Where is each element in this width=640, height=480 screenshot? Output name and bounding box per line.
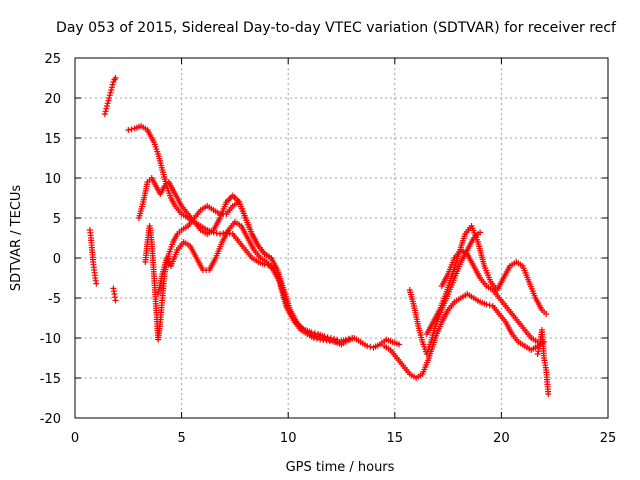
series-s8 (381, 291, 548, 381)
x-tick-label: 20 (493, 431, 510, 446)
data-series (86, 75, 552, 397)
series-s1 (86, 227, 100, 287)
data-point (334, 336, 341, 343)
x-tick-label: 0 (71, 431, 79, 446)
y-tick-label: 10 (44, 172, 61, 187)
data-point (112, 297, 119, 304)
y-tick-label: 5 (53, 212, 61, 227)
data-point (103, 103, 110, 109)
grid-lines (75, 58, 608, 418)
data-point (486, 302, 493, 309)
x-tick-label: 5 (177, 431, 185, 446)
data-point (534, 351, 541, 357)
series-s12 (534, 327, 552, 397)
data-point (101, 111, 108, 117)
series-s2 (101, 75, 119, 117)
data-point (311, 330, 318, 337)
data-point (324, 334, 331, 341)
y-tick-labels: -20 -15 -10 -5 0 5 10 15 20 25 (40, 52, 61, 427)
y-tick-label: 20 (44, 92, 61, 107)
y-tick-label: 25 (44, 52, 61, 67)
data-point (483, 301, 490, 308)
y-tick-label: 0 (53, 252, 61, 267)
data-point (108, 87, 115, 93)
data-point (108, 84, 115, 91)
data-point (107, 89, 114, 96)
y-axis-label: SDTVAR / TECUs (9, 185, 24, 292)
data-point (545, 391, 552, 397)
series-s7 (155, 219, 341, 343)
y-tick-label: -10 (40, 332, 61, 347)
data-point (308, 329, 315, 336)
y-tick-label: -15 (40, 372, 61, 387)
y-tick-label: -5 (48, 292, 61, 307)
x-tick-label: 25 (600, 431, 617, 446)
x-tick-label: 10 (280, 431, 297, 446)
data-point (106, 95, 113, 101)
series-s3 (110, 285, 119, 304)
data-point (396, 341, 403, 348)
data-point (543, 311, 550, 317)
data-point (103, 105, 110, 112)
data-point (106, 92, 113, 99)
data-point (364, 343, 371, 349)
data-point (125, 127, 132, 133)
axis-ticks (74, 57, 609, 419)
data-point (535, 348, 542, 355)
series-s6 (142, 199, 275, 343)
data-point (102, 108, 109, 115)
x-tick-labels: 0 5 10 15 20 25 (71, 431, 616, 446)
data-point (367, 343, 374, 350)
series-s11 (438, 247, 541, 345)
data-point (327, 335, 334, 341)
data-point (109, 81, 116, 88)
data-point (268, 255, 275, 261)
series-s4 (125, 123, 356, 345)
plot-frame (74, 57, 609, 419)
data-point (477, 229, 484, 236)
data-point (321, 333, 328, 340)
x-tick-label: 15 (387, 431, 404, 446)
x-axis-label: GPS time / hours (286, 460, 395, 475)
y-tick-label: -20 (40, 412, 61, 427)
data-point (93, 280, 100, 287)
chart-title: Day 053 of 2015, Sidereal Day-to-day VTE… (56, 20, 617, 36)
data-point (105, 97, 112, 104)
data-point (128, 126, 135, 133)
data-point (331, 335, 338, 342)
data-point (213, 230, 220, 237)
data-point (104, 100, 111, 107)
data-point (216, 231, 223, 237)
data-point (112, 75, 119, 81)
y-tick-label: 15 (44, 132, 61, 147)
